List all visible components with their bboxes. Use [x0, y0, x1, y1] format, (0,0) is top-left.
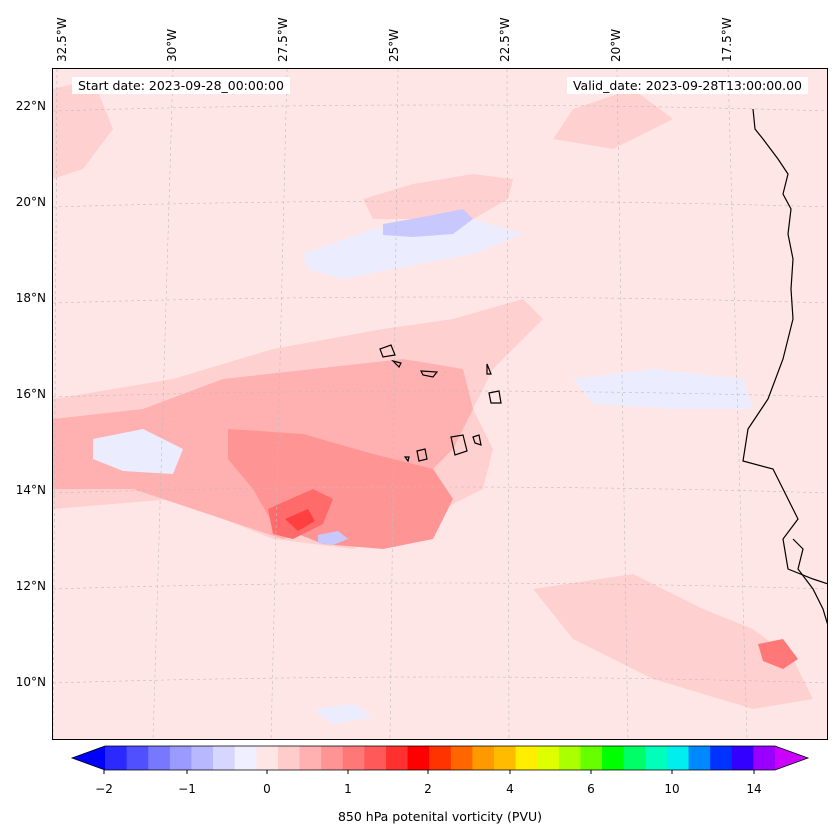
colorbar [70, 745, 810, 774]
latitude-label: 12°N [15, 579, 46, 593]
colorbar-bin [645, 746, 668, 770]
colorbar-bin [407, 746, 430, 770]
colorbar-tick-label: −2 [95, 782, 113, 796]
graticule [53, 69, 827, 739]
contour-light-blue-upper [303, 219, 523, 279]
bissau-coastline [792, 538, 827, 625]
colorbar-bin [234, 746, 257, 770]
colorbar-tick-label: 14 [746, 782, 762, 796]
colorbar-tick-label: 10 [664, 782, 680, 796]
colorbar-bin [450, 746, 473, 770]
colorbar-bin [299, 746, 322, 770]
longitude-label: 32.5°W [55, 17, 69, 62]
colorbar-bin [710, 746, 733, 770]
contour-deep-red-core [285, 509, 315, 531]
colorbar-bin [688, 746, 711, 770]
contour-light-blue-east [573, 369, 753, 409]
colorbar-bin [602, 746, 625, 770]
colorbar-bin [472, 746, 495, 770]
colorbar-extend-max [775, 746, 808, 770]
cape-verde-islands [379, 344, 502, 463]
colorbar-bin [277, 746, 301, 770]
colorbar-bin [623, 746, 646, 770]
pv-field [53, 69, 827, 739]
colorbar-title: 850 hPa potenital vorticity (PVU) [337, 809, 543, 824]
contour-light-pink-upper [363, 174, 513, 219]
colorbar-bin [558, 746, 581, 770]
colorbar-bin [191, 746, 214, 770]
colorbar-tick-label: 4 [506, 782, 514, 796]
colorbar-bin [213, 746, 236, 770]
colorbar-bin [342, 746, 365, 770]
longitude-label: 25°W [387, 28, 401, 62]
contour-light-pink-south [533, 574, 813, 709]
contour-light-pink-top [553, 89, 673, 149]
colorbar-bin [256, 746, 279, 770]
colorbar-bin [126, 746, 149, 770]
colorbar-bin [105, 746, 128, 770]
colorbar-tick-label: −1 [178, 782, 196, 796]
longitude-label: 22.5°W [498, 17, 512, 62]
colorbar-bin [666, 746, 690, 770]
contour-light-pink-ne [473, 299, 533, 349]
valid-date-label: Valid_date: 2023-09-28T13:00:00.00 [566, 77, 808, 94]
longitude-label: 30°W [165, 28, 179, 62]
colorbar-tick-label: 2 [424, 782, 432, 796]
latitude-label: 20°N [15, 195, 46, 209]
longitude-label: 27.5°W [276, 17, 290, 62]
start-date-label: Start date: 2023-09-28_00:00:00 [72, 77, 290, 94]
colorbar-bin [169, 746, 192, 770]
contour-red-south [758, 639, 798, 669]
contour-light-blue-south [313, 704, 373, 724]
colorbar-bin [753, 746, 776, 770]
contour-blue-upper [383, 209, 473, 237]
contour-light-pink-north [53, 79, 113, 179]
latitude-label: 10°N [15, 675, 46, 689]
latitude-label: 14°N [15, 483, 46, 497]
latitude-label: 16°N [15, 387, 46, 401]
colorbar-bin [731, 746, 754, 770]
pv-contours [53, 79, 813, 724]
longitude-label: 20°W [609, 28, 623, 62]
latitude-label: 22°N [15, 99, 46, 113]
colorbar-tick-label: 0 [263, 782, 271, 796]
colorbar-bin [148, 746, 171, 770]
colorbar-bin [321, 746, 344, 770]
colorbar-tick-label: 1 [344, 782, 352, 796]
colorbar-bin [537, 746, 560, 770]
colorbar-tick-label: 6 [587, 782, 595, 796]
contour-blue-core [318, 531, 348, 545]
coastlines [379, 108, 827, 625]
latitude-label: 18°N [15, 291, 46, 305]
contour-light-blue-west [93, 429, 183, 474]
colorbar-extend-min [72, 746, 105, 770]
colorbar-bin [494, 746, 517, 770]
longitude-label: 17.5°W [720, 17, 734, 62]
colorbar-outline [70, 745, 810, 771]
map-panel [52, 68, 828, 740]
colorbar-bin [580, 746, 603, 770]
africa-coastline [742, 108, 827, 585]
colorbar-bin [385, 746, 409, 770]
colorbar-bin [364, 746, 387, 770]
colorbar-bin [429, 746, 452, 770]
colorbar-bin [515, 746, 538, 770]
